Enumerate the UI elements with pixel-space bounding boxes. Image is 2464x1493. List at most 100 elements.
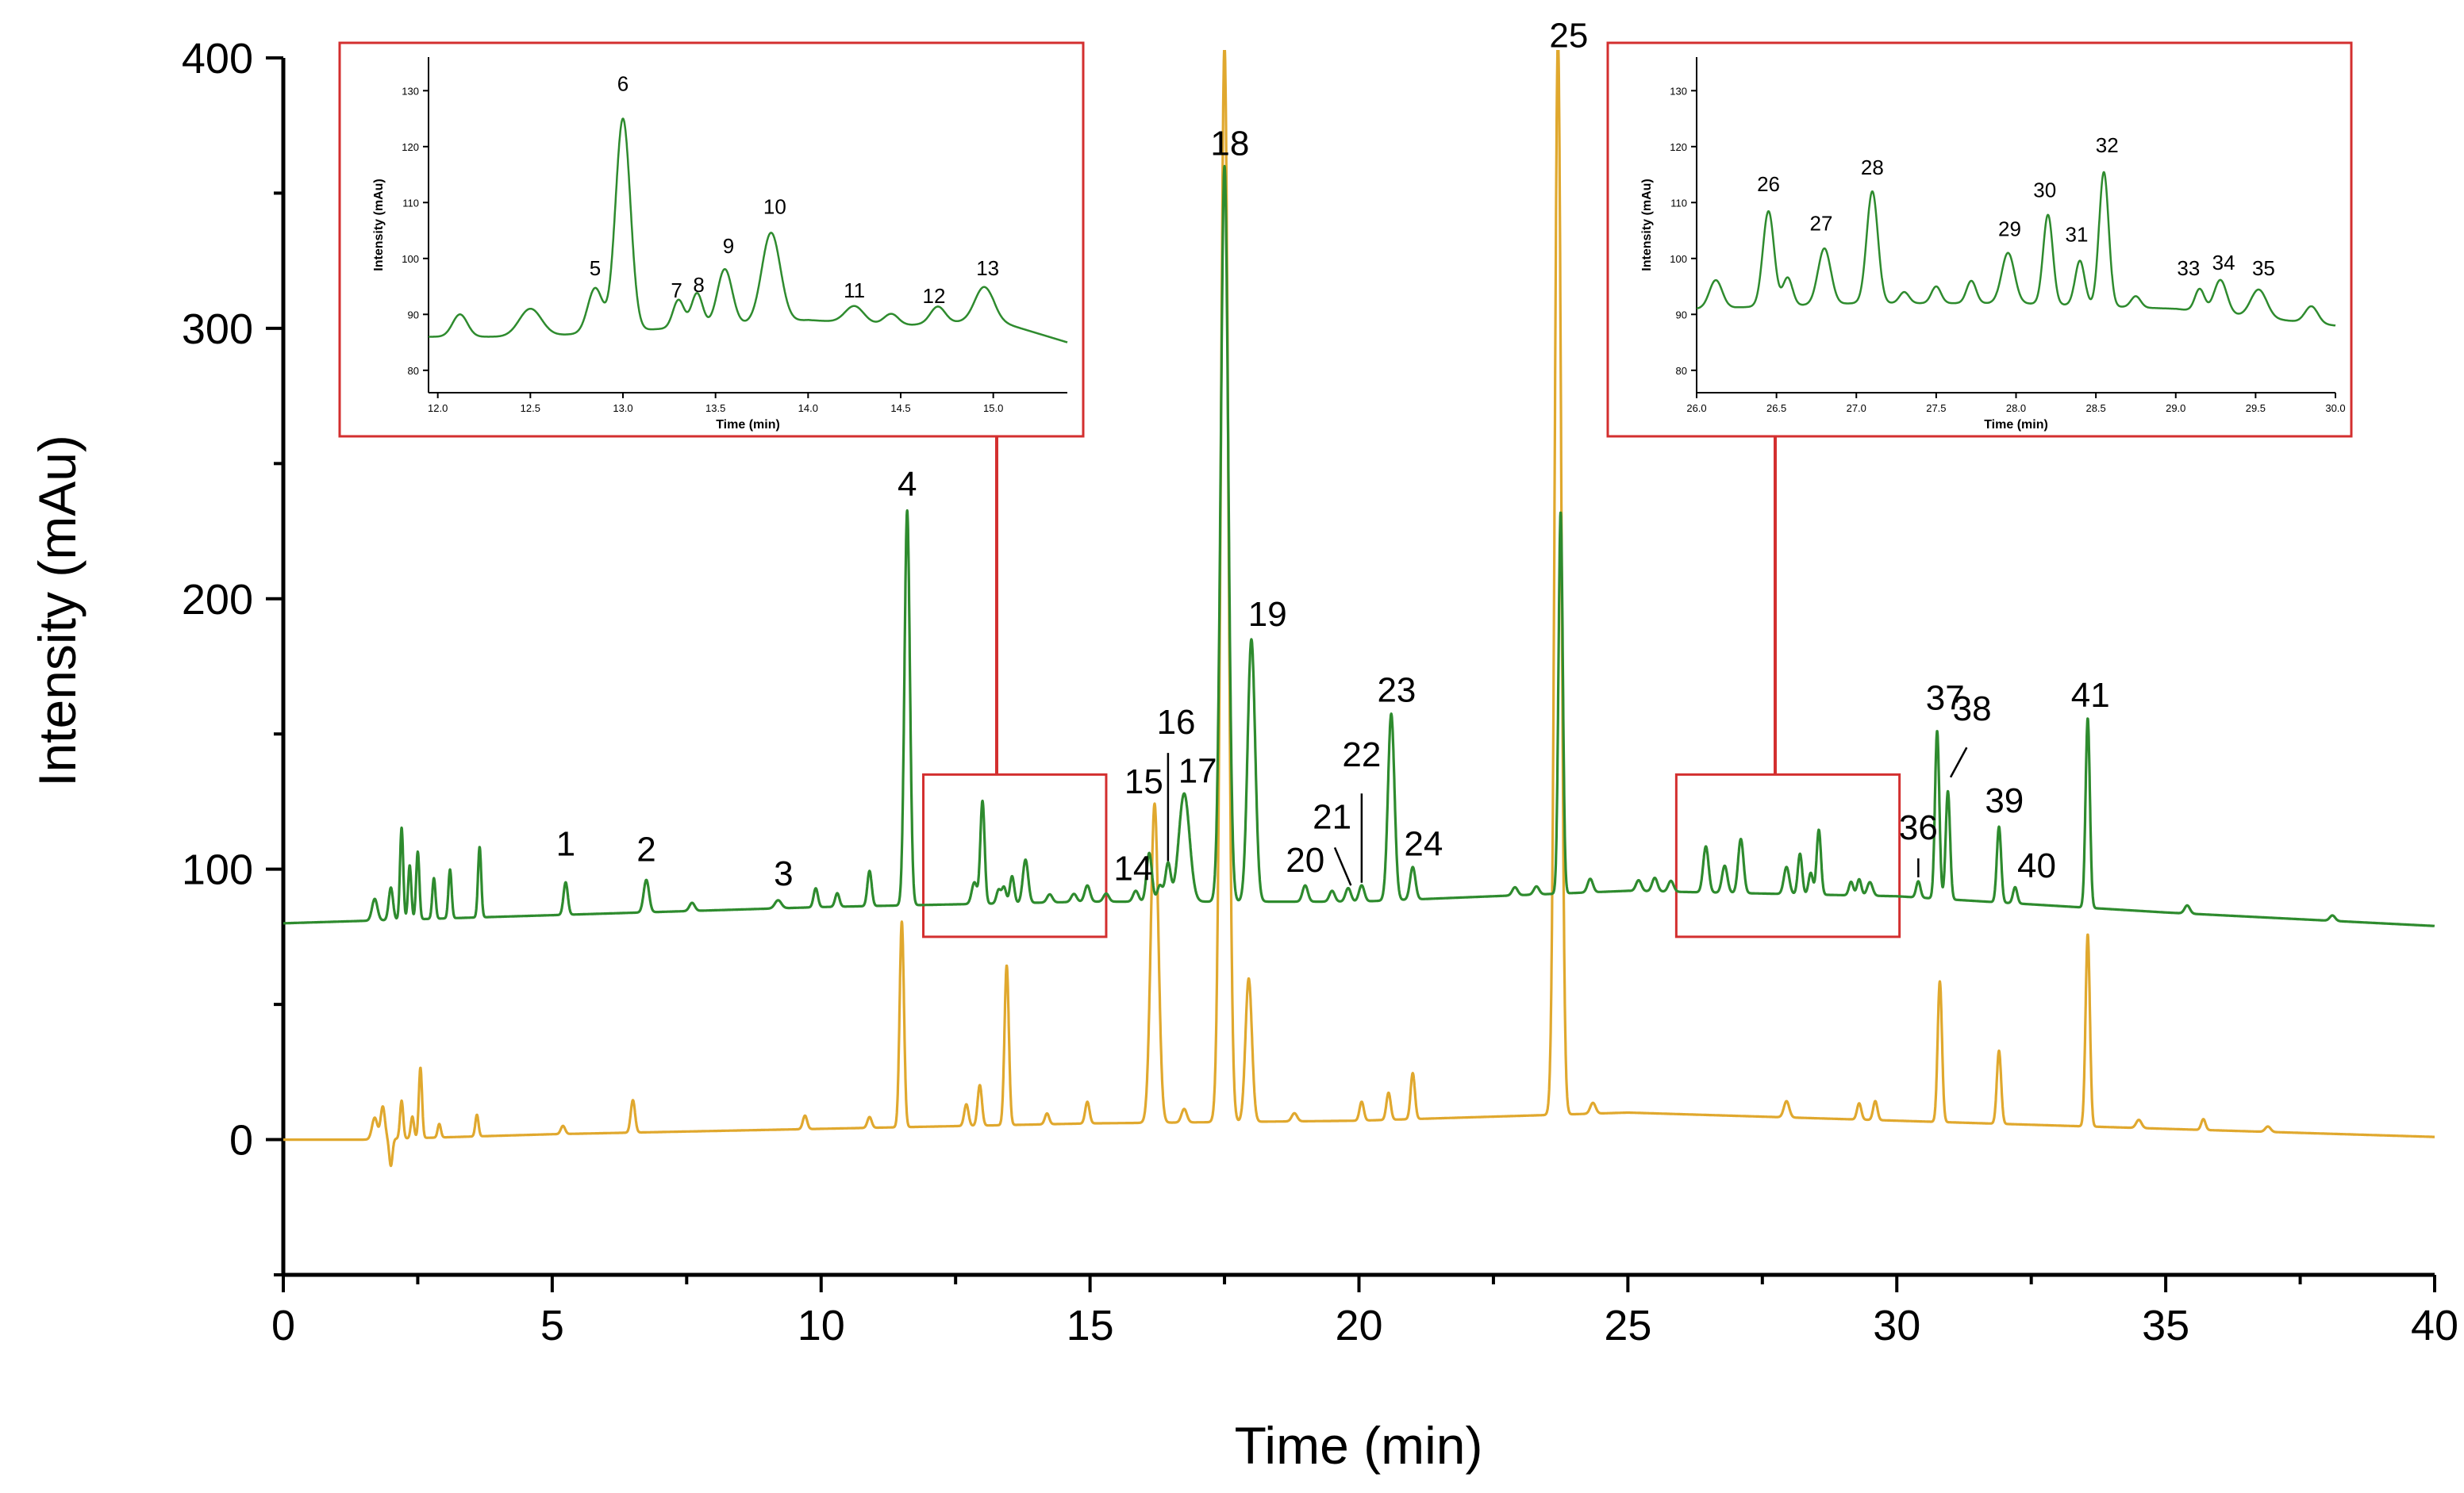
inset-peak-label: 30 bbox=[2033, 178, 2056, 201]
inset-peak-label: 8 bbox=[693, 273, 704, 297]
inset-y-tick-label: 120 bbox=[1670, 141, 1687, 153]
inset-peak-label: 10 bbox=[763, 194, 786, 218]
inset-peak-label: 31 bbox=[2066, 223, 2089, 247]
peak-label: 22 bbox=[1342, 735, 1381, 774]
zoom-box bbox=[922, 773, 1108, 938]
x-axis-title: Time (min) bbox=[1235, 1416, 1483, 1475]
peak-label: 25 bbox=[1549, 16, 1588, 55]
x-tick-label: 20 bbox=[1335, 1302, 1382, 1349]
peak-leader-line bbox=[1949, 746, 1968, 778]
peak-label: 16 bbox=[1157, 703, 1196, 742]
y-tick-label: 100 bbox=[182, 846, 253, 894]
inset-x-tick-label: 14.5 bbox=[890, 402, 910, 414]
inset-peak-label: 33 bbox=[2177, 256, 2200, 280]
inset-y-tick-label: 110 bbox=[1670, 197, 1687, 209]
inset-y-tick-label: 90 bbox=[1676, 309, 1687, 320]
inset-2: 26.0 26.5 27.0 27.5 28.0 28.5 29.0 29.5 30.0 80 90… bbox=[1606, 41, 2353, 438]
peak-label: 1 bbox=[556, 825, 575, 864]
inset-peak-label: 28 bbox=[1861, 155, 1884, 179]
peak-label: 4 bbox=[898, 465, 917, 504]
peak-label: 24 bbox=[1404, 825, 1443, 864]
peak-label: 18 bbox=[1210, 125, 1249, 163]
inset-y-tick-label: 80 bbox=[1676, 365, 1687, 377]
inset-x-tick-label: 28.0 bbox=[2006, 402, 2026, 414]
inset-x-tick-label: 26.5 bbox=[1766, 402, 1786, 414]
peak-label: 41 bbox=[2071, 676, 2110, 715]
peak-label: 17 bbox=[1178, 752, 1217, 791]
series-layer bbox=[283, 50, 2435, 1168]
inset-peak-label: 35 bbox=[2252, 256, 2275, 280]
inset-x-tick-label: 28.5 bbox=[2085, 402, 2105, 414]
inset-x-tick-label: 27.0 bbox=[1847, 402, 1866, 414]
peak-label: 36 bbox=[1899, 808, 1938, 847]
y-tick-label: 400 bbox=[182, 35, 253, 83]
inset-peak-label: 13 bbox=[976, 256, 999, 280]
y-tick-label: 0 bbox=[229, 1117, 253, 1165]
inset-y-axis-title: Intensity (mAu) bbox=[1640, 178, 1654, 271]
inset-x-tick-label: 26.0 bbox=[1686, 402, 1706, 414]
inset-peak-label: 6 bbox=[617, 71, 628, 95]
inset-y-tick-label: 100 bbox=[1670, 253, 1687, 265]
inset-x-tick-label: 13.0 bbox=[613, 402, 632, 414]
inset-x-tick-label: 13.5 bbox=[705, 402, 725, 414]
inset-peak-label: 34 bbox=[2212, 251, 2235, 274]
inset-y-tick-label: 130 bbox=[1670, 85, 1687, 97]
inset-x-tick-label: 15.0 bbox=[983, 402, 1003, 414]
peak-label: 39 bbox=[1985, 781, 2024, 820]
inset-peak-label: 9 bbox=[723, 234, 734, 258]
inset-peak-label: 5 bbox=[590, 256, 601, 280]
inset-peak-label: 11 bbox=[844, 278, 865, 302]
inset-x-tick-label: 12.0 bbox=[428, 402, 448, 414]
x-tick-label: 25 bbox=[1604, 1302, 1651, 1349]
zoom-box bbox=[1674, 773, 1901, 938]
inset-x-tick-label: 27.5 bbox=[1926, 402, 1946, 414]
inset-y-tick-label: 130 bbox=[402, 85, 419, 97]
peak-label: 15 bbox=[1124, 762, 1163, 801]
inset-peak-label: 32 bbox=[2096, 133, 2119, 157]
x-tick-label: 15 bbox=[1067, 1302, 1114, 1349]
inset-x-axis-title: Time (min) bbox=[716, 418, 780, 432]
inset-y-tick-label: 100 bbox=[402, 253, 419, 265]
inset-x-tick-label: 29.0 bbox=[2166, 402, 2185, 414]
inset-x-tick-label: 30.0 bbox=[2325, 402, 2345, 414]
inset-peak-label: 27 bbox=[1810, 212, 1833, 236]
y-axis-title: Intensity (mAu) bbox=[28, 435, 86, 787]
inset-y-axis-title: Intensity (mAu) bbox=[372, 178, 386, 271]
yellow-series-line bbox=[283, 50, 2435, 1168]
inset-frame bbox=[338, 41, 1085, 438]
peak-label: 2 bbox=[636, 830, 655, 869]
x-tick-label: 0 bbox=[271, 1302, 295, 1349]
insets: 12.0 12.5 13.0 13.5 14.0 14.5 15.0 80 90 100 110 12… bbox=[338, 41, 2353, 438]
inset-series-line bbox=[428, 117, 1068, 344]
x-tick-label: 30 bbox=[1873, 1302, 1920, 1349]
inset-y-tick-label: 120 bbox=[402, 141, 419, 153]
inset-peak-label: 26 bbox=[1757, 172, 1780, 196]
x-tick-label: 10 bbox=[798, 1302, 845, 1349]
inset-x-tick-label: 12.5 bbox=[521, 402, 540, 414]
peak-label: 23 bbox=[1377, 670, 1416, 709]
peak-label: 38 bbox=[1953, 689, 1992, 728]
inset-peak-label: 7 bbox=[671, 278, 682, 302]
inset-y-tick-label: 110 bbox=[402, 197, 419, 209]
peak-label: 40 bbox=[2017, 846, 2056, 885]
x-tick-label: 40 bbox=[2411, 1302, 2458, 1349]
inset-x-axis-title: Time (min) bbox=[1984, 418, 2048, 432]
peak-label: 37 bbox=[1926, 679, 1965, 718]
inset-peak-label: 12 bbox=[923, 284, 946, 308]
inset-y-tick-label: 90 bbox=[408, 309, 419, 320]
peak-label: 21 bbox=[1313, 798, 1351, 837]
inset-x-tick-label: 14.0 bbox=[798, 402, 818, 414]
inset-1: 12.0 12.5 13.0 13.5 14.0 14.5 15.0 80 90 100 110 12… bbox=[338, 41, 1085, 438]
peak-label: 3 bbox=[774, 854, 793, 893]
peak-leader-line bbox=[1333, 846, 1352, 886]
peak-label: 19 bbox=[1248, 595, 1287, 634]
y-tick-label: 300 bbox=[182, 305, 253, 353]
x-tick-label: 35 bbox=[2142, 1302, 2189, 1349]
x-tick-label: 5 bbox=[540, 1302, 564, 1349]
y-tick-label: 200 bbox=[182, 576, 253, 624]
green-series-line bbox=[283, 164, 2435, 927]
inset-frame bbox=[1606, 41, 2353, 438]
